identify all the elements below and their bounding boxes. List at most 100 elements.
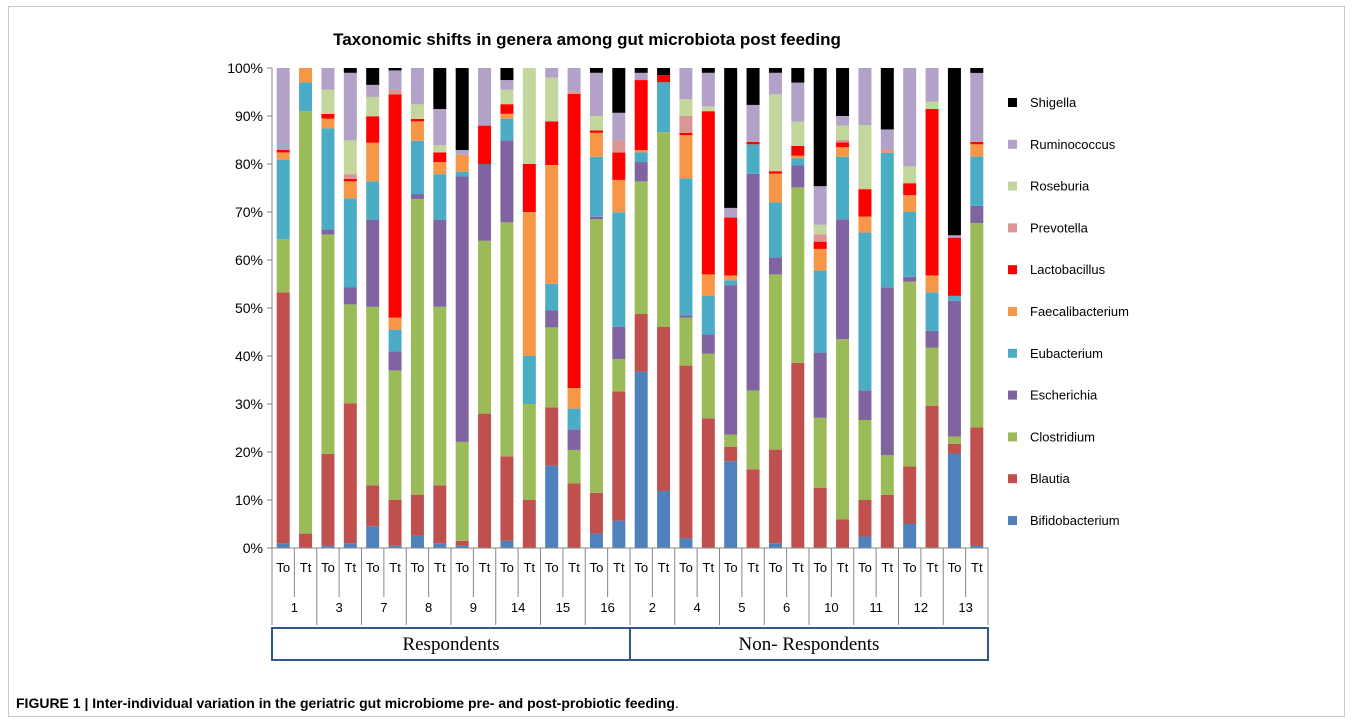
bar-stack-9-To [455,68,469,548]
bar-clostridium-10-Tt [836,339,850,520]
bar-stack-14-Tt [522,68,536,548]
bar-faecalibacterium-15-Tt [567,388,581,409]
bar-stack-6-To [768,68,782,548]
bar-stack-11-To [858,68,872,548]
bar-shigella-9-To [455,68,469,151]
bar-clostridium-2-To [634,181,648,315]
bar-lactobacillus-2-To [634,80,648,151]
legend-swatch [1008,474,1017,484]
bar-lactobacillus-13-Tt [970,141,984,145]
bar-stack-14-To [500,68,514,548]
legend-label: Prevotella [1030,220,1089,235]
bar-shigella-14-To [500,68,514,81]
bar-escherichia-6-To [768,257,782,275]
bar-blautia-10-Tt [836,519,850,548]
bar-blautia-15-Tt [567,483,581,548]
bar-stack-11-Tt [880,68,894,548]
bar-faecalibacterium-16-Tt [612,179,626,213]
bar-clostridium-15-Tt [567,449,581,484]
x-tick-label-timepoint: To [903,560,917,575]
bar-escherichia-4-To [679,315,693,318]
bar-blautia-11-Tt [880,494,894,548]
bar-lactobacillus-11-To [858,189,872,217]
bar-eubacterium-14-Tt [522,356,536,404]
bar-escherichia-5-Tt [746,173,760,391]
x-tick-label-timepoint: Tt [345,560,357,575]
legend-label: Eubacterium [1030,346,1103,361]
bar-ruminococcus-11-To [858,68,872,126]
bar-prevotella-10-To [813,234,827,242]
bar-eubacterium-8-Tt [433,174,447,220]
bar-lactobacillus-14-To [500,104,514,114]
x-tick-label-subject: 5 [738,600,745,615]
legend-item: Roseburia [1008,179,1090,194]
bar-eubacterium-5-Tt [746,144,760,174]
bar-lactobacillus-5-Tt [746,141,760,145]
bar-blautia-12-To [903,466,917,524]
bar-stack-3-Tt [343,68,357,548]
bar-faecalibacterium-11-Tt [880,151,894,153]
bar-clostridium-11-Tt [880,454,894,495]
x-tick-label-timepoint: Tt [300,560,312,575]
x-tick-label-timepoint: To [813,560,827,575]
bar-faecalibacterium-1-Tt [299,68,313,83]
x-tick-label-timepoint: To [455,560,469,575]
x-tick-label-timepoint: Tt [926,560,938,575]
x-tick-label-subject: 15 [556,600,570,615]
legend-label: Escherichia [1030,388,1098,403]
bar-ruminococcus-7-To [366,84,380,97]
bar-clostridium-1-To [276,239,290,293]
bar-bifidobacterium-8-To [410,535,424,548]
bar-ruminococcus-4-To [679,68,693,100]
bar-escherichia-2-To [634,162,648,182]
x-tick-label-timepoint: To [634,560,648,575]
bar-clostridium-4-To [679,317,693,366]
bar-escherichia-13-Tt [970,205,984,224]
bar-clostridium-7-Tt [388,370,402,500]
bar-faecalibacterium-13-Tt [970,144,984,157]
bar-ruminococcus-10-Tt [836,116,850,126]
bar-ruminococcus-13-To [947,235,961,238]
x-tick-label-timepoint: To [500,560,514,575]
bar-lactobacillus-15-Tt [567,93,581,388]
bar-eubacterium-12-To [903,212,917,277]
bar-eubacterium-15-Tt [567,408,581,430]
bar-eubacterium-12-Tt [925,292,939,331]
bar-escherichia-10-Tt [836,219,850,340]
bar-blautia-9-Tt [478,413,492,548]
bar-roseburia-16-To [589,116,603,131]
bar-roseburia-11-To [858,125,872,190]
bar-stack-12-Tt [925,68,939,548]
x-tick-label-subject: 9 [470,600,477,615]
bar-stack-8-Tt [433,68,447,548]
legend-label: Bifidobacterium [1030,513,1120,528]
bar-clostridium-12-To [903,281,917,467]
bar-lactobacillus-7-Tt [388,94,402,318]
x-tick-label-timepoint: Tt [434,560,446,575]
x-tick-label-timepoint: To [858,560,872,575]
bar-lactobacillus-3-To [321,113,335,119]
bar-faecalibacterium-9-To [455,154,469,172]
bar-shigella-2-Tt [657,68,671,76]
bar-blautia-7-Tt [388,500,402,546]
bar-eubacterium-4-To [679,178,693,316]
bar-shigella-10-To [813,68,827,187]
bar-lactobacillus-10-To [813,241,827,249]
x-tick-label-timepoint: Tt [479,560,491,575]
bar-ruminococcus-14-To [500,80,514,90]
x-tick-label-timepoint: Tt [613,560,625,575]
group-label: Non- Respondents [739,634,880,655]
bar-ruminococcus-6-To [768,72,782,95]
bar-roseburia-8-To [410,104,424,119]
x-tick-label-timepoint: Tt [792,560,804,575]
bar-faecalibacterium-5-To [724,275,738,281]
legend-label: Roseburia [1030,179,1090,194]
x-tick-label-timepoint: Tt [747,560,759,575]
bar-lactobacillus-10-Tt [836,142,850,148]
bar-eubacterium-13-Tt [970,156,984,206]
bar-roseburia-10-Tt [836,125,850,140]
bar-blautia-10-To [813,487,827,548]
bar-escherichia-12-To [903,276,917,282]
x-tick-label-subject: 1 [291,600,298,615]
legend-label: Shigella [1030,95,1077,110]
